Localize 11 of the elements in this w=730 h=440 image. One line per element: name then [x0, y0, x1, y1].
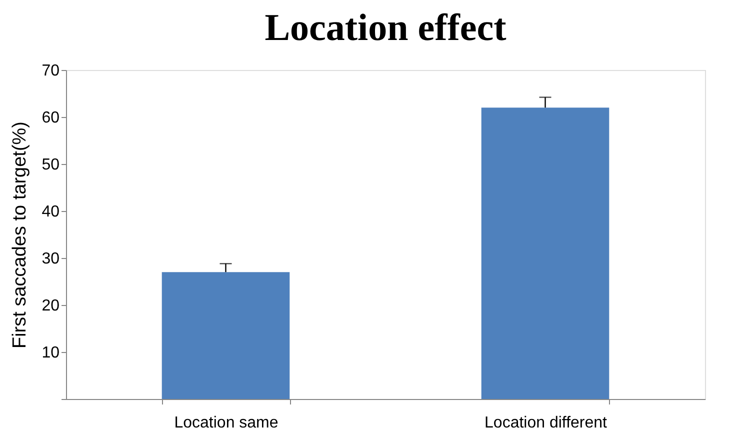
y-tick-label: 20	[42, 298, 60, 314]
y-tick-label: 50	[42, 156, 60, 174]
y-tick-label: 10	[42, 344, 60, 362]
chart-title: Location effect	[264, 7, 507, 49]
x-tick-label: Location different	[484, 414, 608, 432]
y-tick-label: 70	[42, 62, 60, 80]
y-tick-label: 60	[42, 110, 60, 126]
x-tick-label: Location same	[174, 414, 278, 432]
y-tick-label: 30	[42, 250, 60, 268]
y-tick-label: 40	[42, 204, 60, 220]
y-axis-title: First saccades to target(%)	[10, 121, 31, 349]
